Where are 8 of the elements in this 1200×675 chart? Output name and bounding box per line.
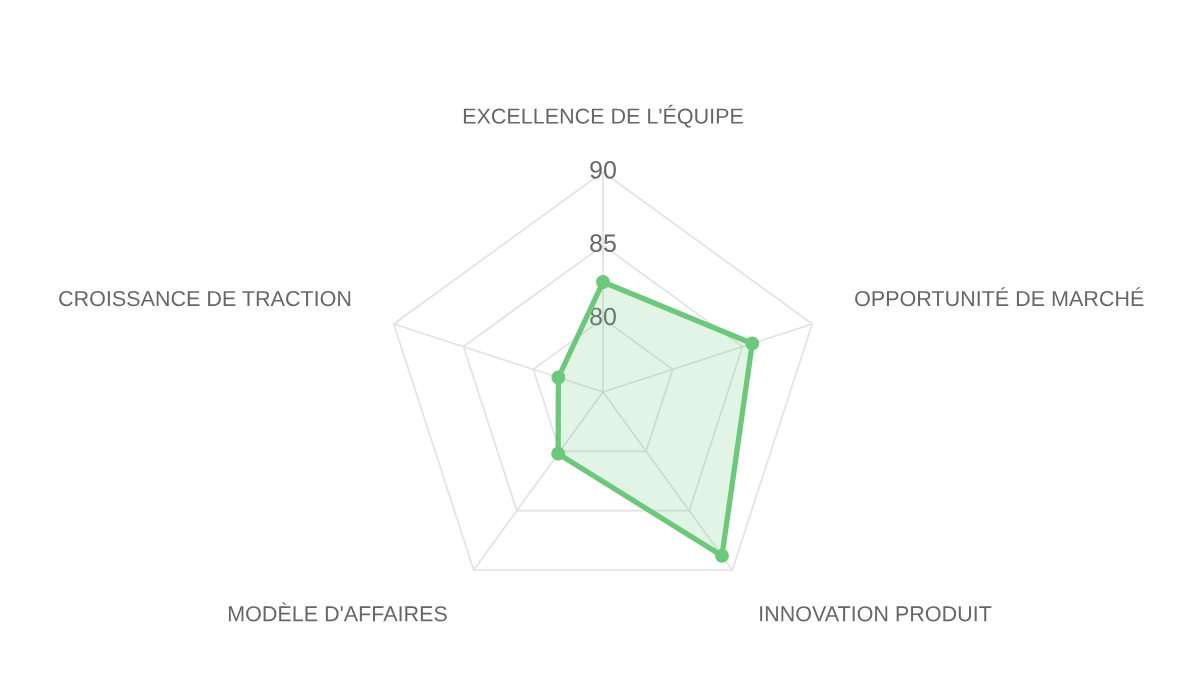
spoke-label: EXCELLENCE DE L'ÉQUIPE (463, 104, 743, 128)
y-tick-label: 80 (590, 307, 616, 326)
y-tick-label: 85 (590, 234, 616, 253)
spoke-label: CROISSANCE DE TRACTION (59, 290, 351, 307)
y-tick-label: 90 (590, 161, 616, 179)
spoke-label: OPPORTUNITÉ DE MARCHÉ (855, 287, 1144, 307)
spoke-label: MODÈLE D'AFFAIRES (228, 602, 447, 622)
spoke-label: INNOVATION PRODUIT (760, 606, 992, 622)
